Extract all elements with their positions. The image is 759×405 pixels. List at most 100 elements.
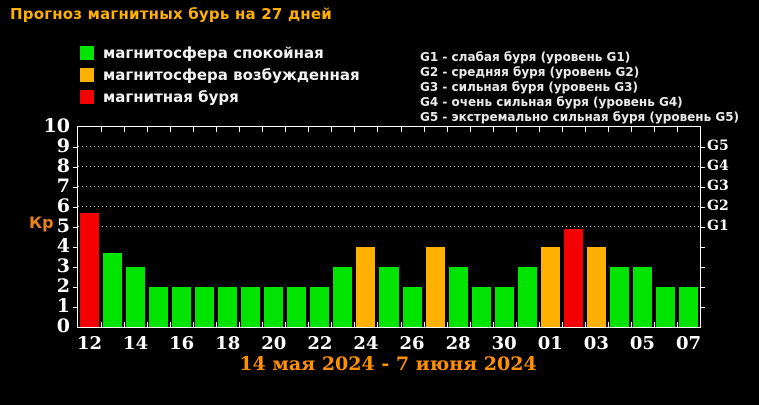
page-title: Прогноз магнитных бурь на 27 дней xyxy=(10,5,332,23)
legend-label-storm: магнитная буря xyxy=(103,87,239,106)
right-axis-label-g1: G1 xyxy=(707,218,729,234)
left-axis-tick xyxy=(73,227,78,228)
right-axis-tick xyxy=(700,227,705,228)
bottom-axis-tick xyxy=(630,322,632,327)
bar-day-19 xyxy=(241,287,261,327)
x-axis-tick-label-14: 14 xyxy=(123,333,149,354)
quiet-color-swatch xyxy=(80,45,94,60)
top-axis-tick xyxy=(308,127,310,132)
bottom-axis-tick xyxy=(492,322,494,327)
left-axis-tick xyxy=(73,287,78,288)
bar-day-30 xyxy=(494,287,514,327)
top-axis-tick xyxy=(400,127,402,132)
top-axis-tick xyxy=(331,127,333,132)
x-axis-tick-label-16: 16 xyxy=(169,333,195,354)
bar-day-15 xyxy=(149,287,169,327)
x-axis-tick-label-01: 01 xyxy=(537,333,563,354)
top-axis-tick xyxy=(446,127,448,132)
legend-item-excited: магнитосфера возбужденная xyxy=(80,65,360,84)
y-axis-tick-label-4: 4 xyxy=(56,235,70,257)
top-axis-tick xyxy=(124,127,126,132)
excited-color-swatch xyxy=(80,67,94,82)
bottom-axis-tick xyxy=(308,322,310,327)
right-axis-tick xyxy=(700,267,705,268)
legend-label-excited: магнитосфера возбужденная xyxy=(103,65,360,84)
top-axis-tick xyxy=(676,127,678,132)
kp-bar-chart-plot-area xyxy=(73,126,705,328)
bar-day-06 xyxy=(655,287,675,327)
y-axis-tick-label-8: 8 xyxy=(56,155,70,177)
gridline-kp-7 xyxy=(78,186,700,187)
left-axis-tick xyxy=(73,267,78,268)
left-axis-tick xyxy=(73,247,78,248)
bottom-axis-tick xyxy=(423,322,425,327)
top-axis-tick xyxy=(170,127,172,132)
storm-level-descriptions: G1 - слабая буря (уровень G1) G2 - средн… xyxy=(420,50,739,125)
bottom-axis-tick xyxy=(584,322,586,327)
bar-day-24 xyxy=(356,247,376,327)
bar-day-18 xyxy=(218,287,238,327)
right-axis-tick xyxy=(700,247,705,248)
legend-item-storm: магнитная буря xyxy=(80,87,360,106)
bottom-axis-tick xyxy=(676,322,678,327)
bottom-axis-tick xyxy=(469,322,471,327)
bottom-axis-tick xyxy=(354,322,356,327)
top-axis-tick xyxy=(653,127,655,132)
right-axis-tick xyxy=(700,307,705,308)
right-axis-label-g3: G3 xyxy=(707,178,729,194)
x-axis-tick-label-18: 18 xyxy=(215,333,241,354)
y-axis-tick-label-9: 9 xyxy=(56,135,70,157)
gridline-kp-6 xyxy=(78,206,700,207)
gridline-kp-9 xyxy=(78,146,700,147)
bottom-axis-tick xyxy=(446,322,448,327)
x-axis-tick-label-22: 22 xyxy=(307,333,333,354)
bottom-axis-tick xyxy=(170,322,172,327)
left-axis-tick xyxy=(73,147,78,148)
x-axis-tick-label-30: 30 xyxy=(491,333,517,354)
top-axis-tick xyxy=(492,127,494,132)
y-axis-label-kp: Кр xyxy=(29,213,54,232)
bar-day-16 xyxy=(172,287,192,327)
bottom-axis-tick xyxy=(216,322,218,327)
bar-day-28 xyxy=(448,267,468,327)
top-axis-tick xyxy=(607,127,609,132)
top-axis-tick xyxy=(584,127,586,132)
top-axis-tick xyxy=(561,127,563,132)
g5-description: G5 - экстремально сильная буря (уровень … xyxy=(420,110,740,124)
bottom-axis-tick xyxy=(331,322,333,327)
bottom-axis-tick xyxy=(400,322,402,327)
bottom-axis-tick xyxy=(285,322,287,327)
x-axis-tick-label-28: 28 xyxy=(445,333,471,354)
x-axis-tick-label-07: 07 xyxy=(675,333,701,354)
bottom-axis-tick xyxy=(515,322,517,327)
g1-description: G1 - слабая буря (уровень G1) xyxy=(420,50,631,64)
bottom-axis-tick xyxy=(377,322,379,327)
y-axis-tick-label-10: 10 xyxy=(43,115,70,137)
top-axis-tick xyxy=(262,127,264,132)
bar-day-23 xyxy=(333,267,353,327)
right-axis-tick xyxy=(700,147,705,148)
bottom-axis-tick xyxy=(124,322,126,327)
bar-day-25 xyxy=(379,267,399,327)
top-axis-tick xyxy=(193,127,195,132)
legend-label-quiet: магнитосфера спокойная xyxy=(103,43,324,62)
gridline-kp-8 xyxy=(78,166,700,167)
bar-day-13 xyxy=(103,253,123,327)
right-axis-tick xyxy=(700,287,705,288)
top-axis-tick xyxy=(285,127,287,132)
top-axis-tick xyxy=(147,127,149,132)
bottom-axis-tick xyxy=(262,322,264,327)
bar-day-26 xyxy=(402,287,422,327)
bar-day-31 xyxy=(517,267,537,327)
top-axis-tick xyxy=(239,127,241,132)
bar-day-29 xyxy=(471,287,491,327)
top-axis-tick xyxy=(377,127,379,132)
bottom-axis-tick xyxy=(193,322,195,327)
bottom-axis-tick xyxy=(239,322,241,327)
bar-day-12 xyxy=(80,213,100,327)
left-axis-tick xyxy=(73,307,78,308)
top-axis-tick xyxy=(515,127,517,132)
top-axis-tick xyxy=(469,127,471,132)
bottom-axis-tick xyxy=(653,322,655,327)
